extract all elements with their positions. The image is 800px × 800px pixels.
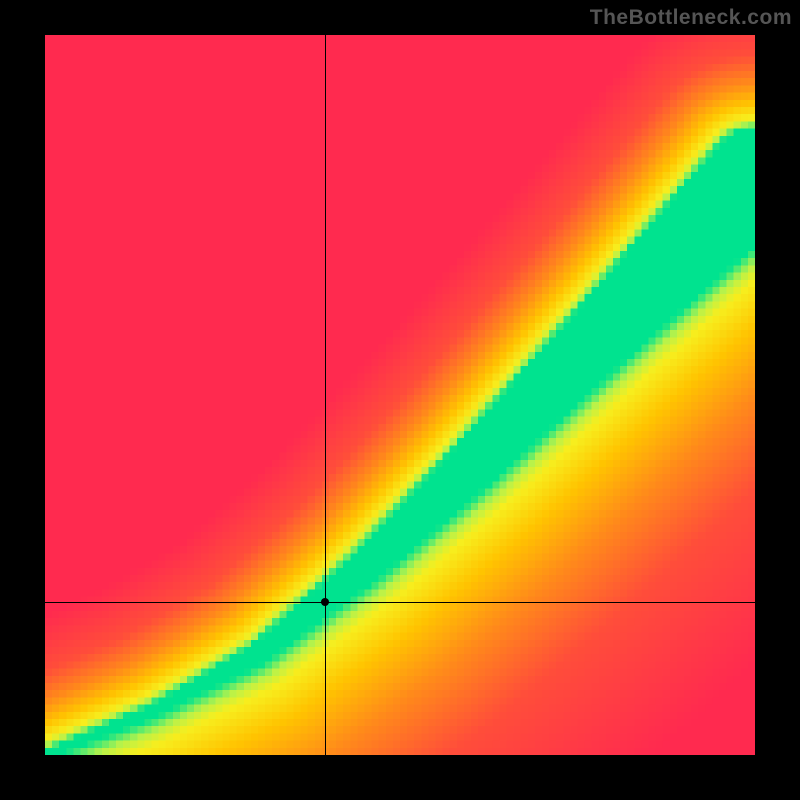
crosshair-marker [321, 598, 329, 606]
heatmap-canvas [45, 35, 755, 755]
crosshair-vertical [325, 35, 326, 755]
crosshair-horizontal [45, 602, 755, 603]
heatmap-plot-area [45, 35, 755, 755]
watermark-text: TheBottleneck.com [590, 6, 792, 30]
